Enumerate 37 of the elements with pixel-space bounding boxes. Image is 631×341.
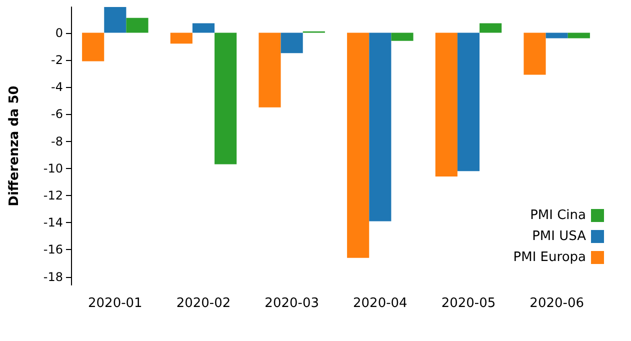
bar	[546, 32, 568, 38]
x-tick-label: 2020-04	[353, 296, 408, 311]
bar	[280, 32, 303, 54]
bar	[369, 32, 392, 222]
bar	[192, 23, 215, 33]
bar	[214, 32, 237, 164]
y-tick-label: -12	[43, 188, 63, 202]
bar	[391, 32, 414, 41]
y-tick-label: -2	[51, 52, 63, 67]
y-tick-label: -16	[43, 242, 63, 257]
bar	[435, 32, 458, 177]
x-tick-label: 2020-02	[176, 296, 231, 311]
bar	[170, 32, 192, 44]
bar	[347, 32, 370, 258]
legend-label: PMI Europa	[513, 250, 586, 265]
bar	[480, 23, 502, 33]
x-tick-label: 2020-05	[441, 296, 496, 311]
x-tick-label: 2020-03	[264, 296, 319, 311]
bar	[524, 32, 546, 75]
x-tick-label: 2020-06	[530, 296, 584, 311]
bar	[126, 18, 148, 33]
y-tick-label: -10	[43, 161, 63, 176]
bar	[258, 32, 281, 108]
bar	[568, 32, 590, 38]
y-tick-label: -4	[51, 80, 63, 94]
bar	[82, 32, 104, 62]
legend-label: PMI Cina	[530, 208, 586, 223]
y-tick-label: -18	[43, 270, 63, 284]
bar	[457, 32, 480, 172]
y-tick-label: -14	[43, 216, 63, 230]
legend-label: PMI USA	[532, 229, 586, 244]
y-tick-label: 0	[55, 26, 63, 40]
bar	[104, 7, 126, 33]
y-axis-title: Differenza da 50	[7, 86, 22, 206]
y-tick-label: -6	[51, 107, 63, 122]
y-tick-label: -8	[51, 134, 63, 148]
x-tick-label: 2020-01	[88, 296, 142, 311]
